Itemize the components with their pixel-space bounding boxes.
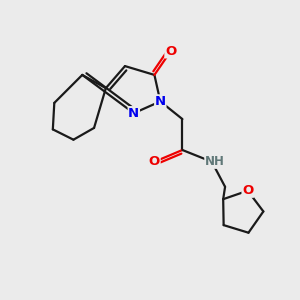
Text: O: O (165, 45, 176, 58)
Text: O: O (149, 155, 160, 168)
Text: N: N (155, 95, 166, 108)
Text: NH: NH (205, 155, 225, 168)
Text: N: N (128, 107, 140, 120)
Text: O: O (242, 184, 254, 197)
